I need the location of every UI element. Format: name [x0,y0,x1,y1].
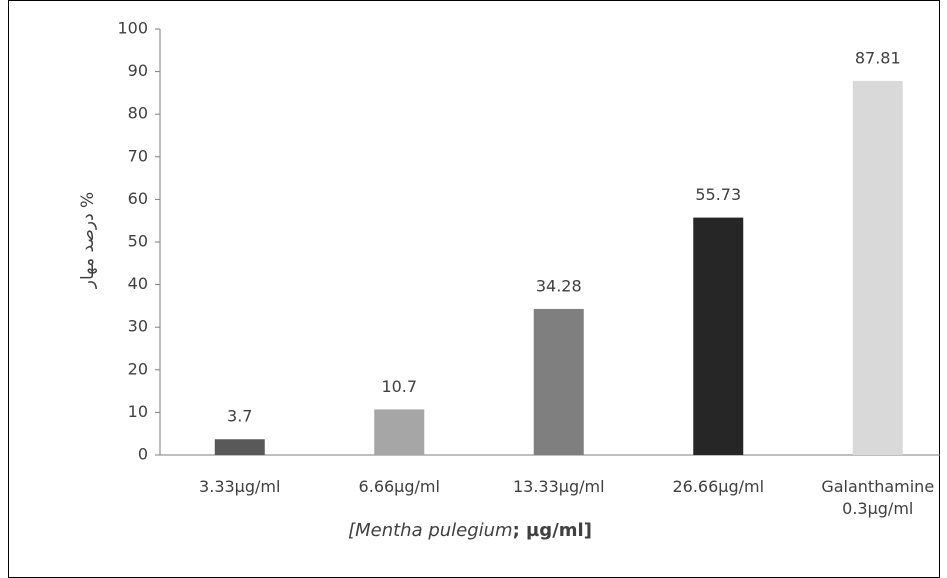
bar [374,409,425,455]
x-title-italic: [Mentha pulegium [348,520,513,541]
y-tick-label: 30 [128,317,148,336]
y-tick-label: 10 [128,402,148,421]
chart-border [8,0,940,578]
value-label: 87.81 [855,48,901,67]
y-tick-label: 100 [117,19,148,38]
y-tick-label: 40 [128,274,148,293]
y-tick-label: 50 [128,232,148,251]
y-axis-title: درصد مهار % [78,192,98,289]
y-tick-label: 90 [128,61,148,80]
x-tick-label: 13.33µg/ml [512,477,605,496]
bar [693,217,744,455]
y-tick-label: 20 [128,359,148,378]
value-label: 34.28 [536,276,582,295]
y-tick-label: 80 [128,104,148,123]
bar [852,80,903,456]
value-label: 3.7 [227,407,252,426]
bar [533,308,584,455]
y-tick-label: 60 [128,189,148,208]
value-label: 55.73 [695,185,741,204]
value-label: 10.7 [381,377,417,396]
x-title-bold: ; µg/ml] [512,520,592,541]
x-tick-label: 26.66µg/ml [672,477,765,496]
x-tick-label: 3.33µg/ml [199,477,281,496]
x-tick-label: 6.66µg/ml [358,477,440,496]
bar [214,439,265,455]
y-tick-label: 70 [128,146,148,165]
x-tick-label: Galanthamine 0.3µg/ml [821,477,935,518]
x-axis-title: [Mentha pulegium; µg/ml] [160,520,780,541]
y-tick-label: 0 [138,445,148,464]
